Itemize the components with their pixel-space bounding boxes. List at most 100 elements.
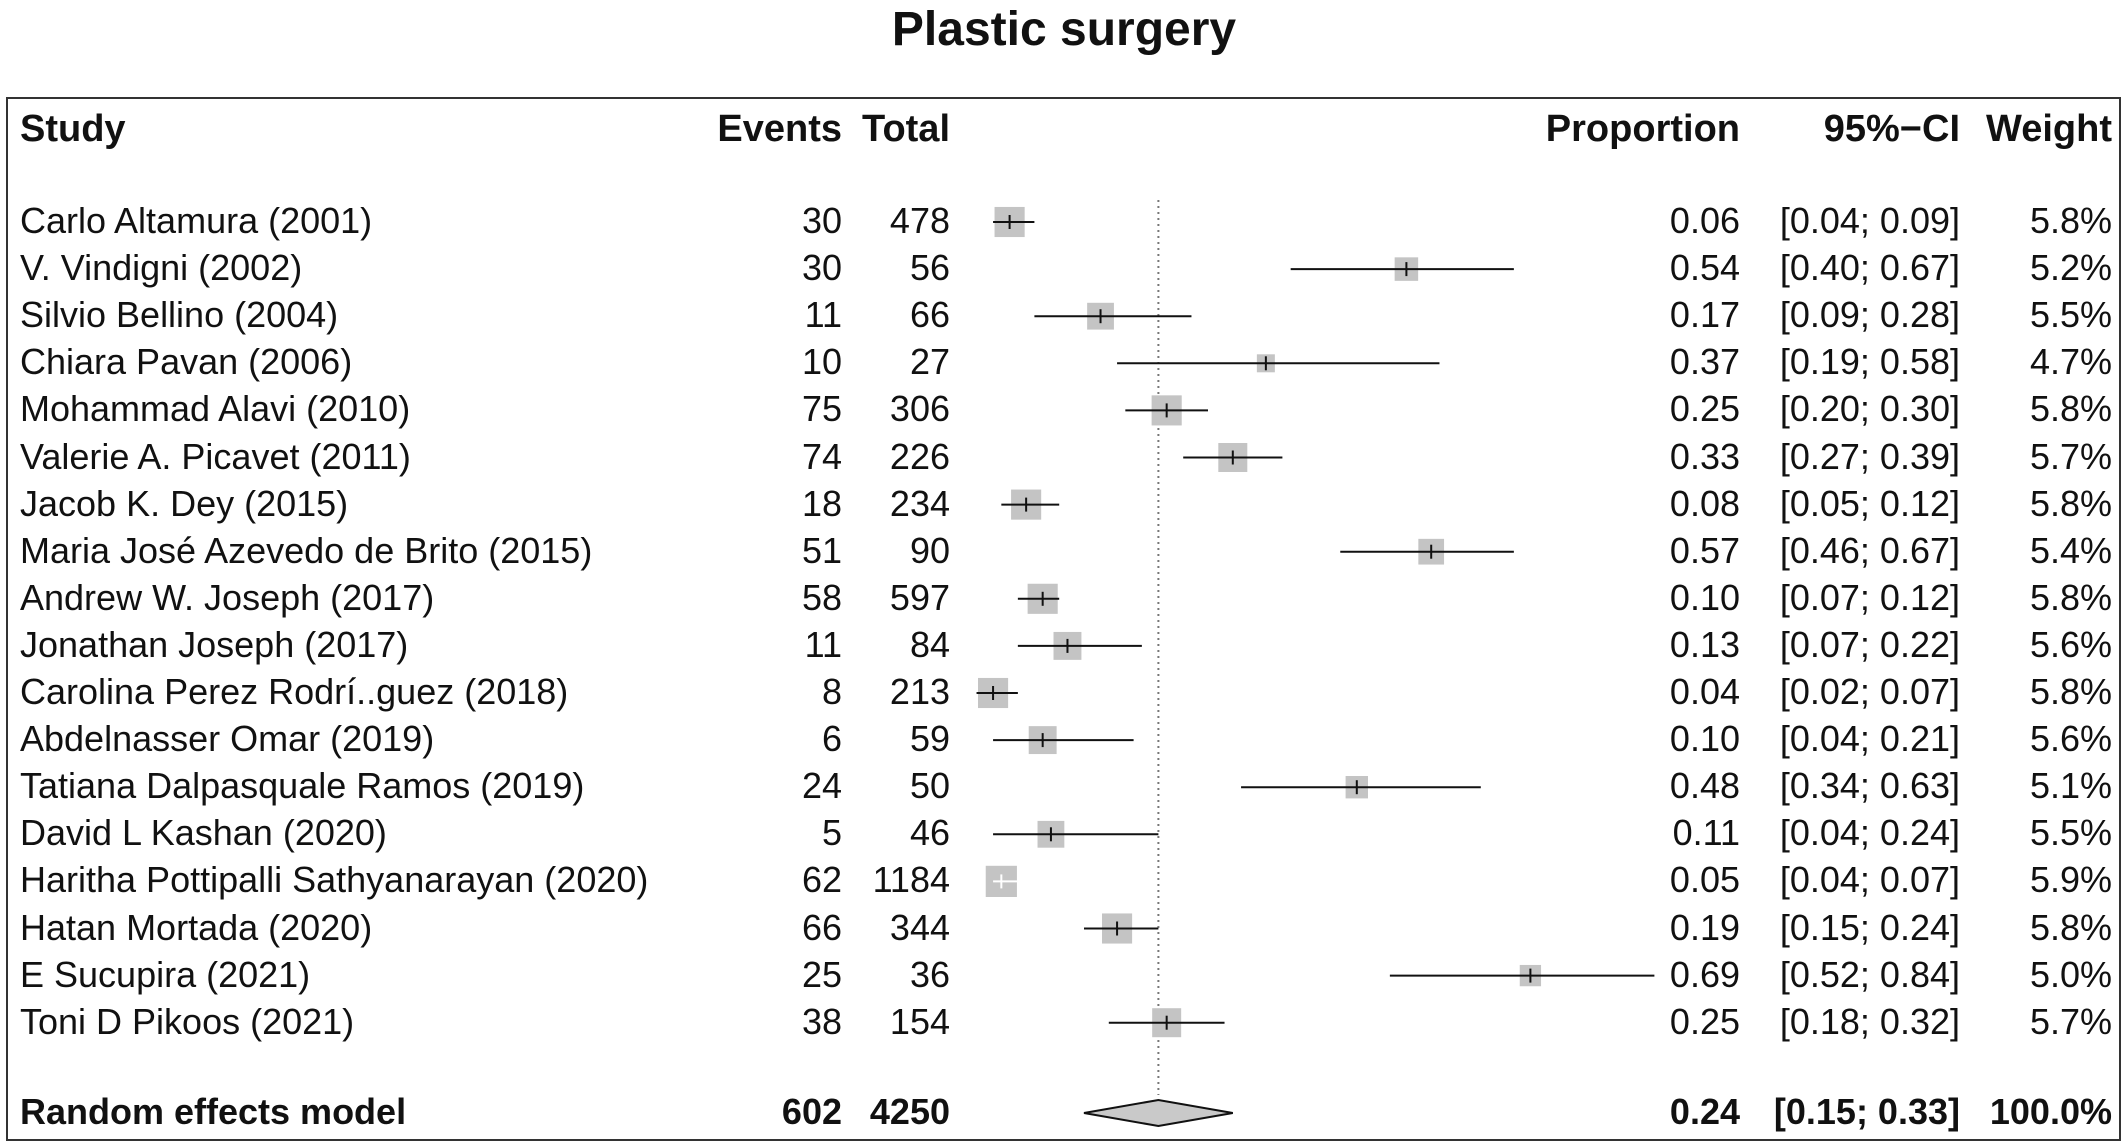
weight-value: 5.7% bbox=[2029, 1000, 2112, 1042]
study-name: Hatan Mortada (2020) bbox=[20, 906, 373, 948]
weight-value: 5.0% bbox=[2029, 953, 2112, 995]
total-value: 56 bbox=[909, 247, 950, 289]
proportion-value: 0.33 bbox=[1669, 435, 1740, 477]
weight-value: 5.6% bbox=[2029, 623, 2112, 665]
header-total: Total bbox=[862, 108, 950, 150]
header-study: Study bbox=[20, 108, 126, 150]
forest-plot-frame bbox=[6, 97, 2121, 1141]
total-value: 344 bbox=[889, 906, 950, 948]
study-name: Haritha Pottipalli Sathyanarayan (2020) bbox=[20, 859, 649, 901]
proportion-value: 0.10 bbox=[1669, 718, 1740, 760]
ci-value: [0.07; 0.12] bbox=[1779, 576, 1960, 618]
total-value: 154 bbox=[889, 1000, 950, 1042]
weight-value: 5.8% bbox=[2029, 388, 2112, 430]
total-value: 90 bbox=[909, 529, 950, 571]
proportion-value: 0.05 bbox=[1669, 859, 1740, 901]
weight-value: 5.1% bbox=[2029, 765, 2112, 807]
ci-value: [0.15; 0.24] bbox=[1779, 906, 1960, 948]
proportion-value: 0.54 bbox=[1669, 247, 1740, 289]
ci-value: [0.18; 0.32] bbox=[1779, 1000, 1960, 1042]
weight-value: 5.5% bbox=[2029, 812, 2112, 854]
total-value: 234 bbox=[889, 482, 950, 524]
weight-value: 5.8% bbox=[2029, 906, 2112, 948]
events-value: 6 bbox=[821, 718, 842, 760]
events-value: 5 bbox=[821, 812, 842, 854]
header-ci: 95%−CI bbox=[1823, 108, 1960, 150]
study-name: Jacob K. Dey (2015) bbox=[20, 482, 349, 524]
proportion-value: 0.10 bbox=[1669, 576, 1740, 618]
proportion-value: 0.25 bbox=[1669, 1000, 1740, 1042]
proportion-value: 0.13 bbox=[1669, 623, 1740, 665]
proportion-value: 0.04 bbox=[1669, 671, 1740, 712]
study-name: E Sucupira (2021) bbox=[20, 953, 311, 995]
study-name: Tatiana Dalpasquale Ramos (2019) bbox=[20, 765, 585, 807]
ci-value: [0.27; 0.39] bbox=[1779, 435, 1960, 477]
weight-value: 5.2% bbox=[2029, 247, 2112, 289]
study-name: Silvio Bellino (2004) bbox=[20, 294, 339, 336]
study-name: V. Vindigni (2002) bbox=[20, 247, 303, 289]
weight-value: 5.6% bbox=[2029, 718, 2112, 760]
header-weight: Weight bbox=[1986, 108, 2112, 150]
weight-value: 5.4% bbox=[2029, 529, 2112, 571]
study-name: Abdelnasser Omar (2019) bbox=[20, 718, 435, 760]
ci-value: [0.04; 0.09] bbox=[1779, 200, 1960, 241]
events-value: 51 bbox=[801, 529, 842, 571]
total-value: 66 bbox=[909, 294, 950, 336]
ci-value: [0.46; 0.67] bbox=[1779, 529, 1960, 571]
proportion-value: 0.06 bbox=[1669, 200, 1740, 241]
weight-value: 5.9% bbox=[2029, 859, 2112, 901]
proportion-value: 0.25 bbox=[1669, 388, 1740, 430]
ci-value: [0.07; 0.22] bbox=[1779, 623, 1960, 665]
events-value: 66 bbox=[801, 906, 842, 948]
weight-value: 5.8% bbox=[2029, 200, 2112, 241]
total-value: 213 bbox=[889, 671, 950, 712]
total-value: 46 bbox=[909, 812, 950, 854]
weight-value: 5.8% bbox=[2029, 576, 2112, 618]
events-value: 602 bbox=[781, 1091, 842, 1132]
events-value: 62 bbox=[801, 859, 842, 901]
events-value: 18 bbox=[801, 482, 842, 524]
total-value: 50 bbox=[909, 765, 950, 807]
ci-value: [0.19; 0.58] bbox=[1779, 341, 1960, 383]
total-value: 36 bbox=[909, 953, 950, 995]
events-value: 75 bbox=[801, 388, 842, 430]
header-proportion: Proportion bbox=[1545, 108, 1740, 150]
events-value: 11 bbox=[804, 294, 842, 336]
events-value: 24 bbox=[801, 765, 842, 807]
events-value: 25 bbox=[801, 953, 842, 995]
ci-value: [0.04; 0.07] bbox=[1779, 859, 1960, 901]
study-name: Maria José Azevedo de Brito (2015) bbox=[20, 529, 593, 571]
events-value: 11 bbox=[804, 623, 842, 665]
study-name: Random effects model bbox=[20, 1091, 407, 1132]
total-value: 306 bbox=[889, 388, 950, 430]
proportion-value: 0.11 bbox=[1672, 812, 1740, 854]
ci-value: [0.40; 0.67] bbox=[1779, 247, 1960, 289]
events-value: 74 bbox=[801, 435, 842, 477]
ci-value: [0.34; 0.63] bbox=[1779, 765, 1960, 807]
total-value: 59 bbox=[909, 718, 950, 760]
events-value: 8 bbox=[821, 671, 842, 712]
study-name: Chiara Pavan (2006) bbox=[20, 341, 353, 383]
events-value: 10 bbox=[801, 341, 842, 383]
total-value: 4250 bbox=[869, 1091, 950, 1132]
proportion-value: 0.57 bbox=[1669, 529, 1740, 571]
ci-value: [0.52; 0.84] bbox=[1779, 953, 1960, 995]
weight-value: 4.7% bbox=[2029, 341, 2112, 383]
ci-value: [0.09; 0.28] bbox=[1779, 294, 1960, 336]
events-value: 30 bbox=[801, 247, 842, 289]
total-value: 84 bbox=[909, 623, 950, 665]
weight-value: 5.7% bbox=[2029, 435, 2112, 477]
weight-value: 5.5% bbox=[2029, 294, 2112, 336]
study-name: Carolina Perez Rodrí..guez (2018) bbox=[20, 671, 569, 712]
proportion-value: 0.69 bbox=[1669, 953, 1740, 995]
proportion-value: 0.24 bbox=[1669, 1091, 1740, 1132]
header-events: Events bbox=[717, 108, 842, 150]
weight-value: 5.8% bbox=[2029, 482, 2112, 524]
total-value: 478 bbox=[889, 200, 950, 241]
ci-value: [0.02; 0.07] bbox=[1779, 671, 1960, 712]
events-value: 58 bbox=[801, 576, 842, 618]
ci-value: [0.15; 0.33] bbox=[1773, 1091, 1960, 1132]
total-value: 1184 bbox=[872, 859, 950, 901]
ci-value: [0.05; 0.12] bbox=[1779, 482, 1960, 524]
